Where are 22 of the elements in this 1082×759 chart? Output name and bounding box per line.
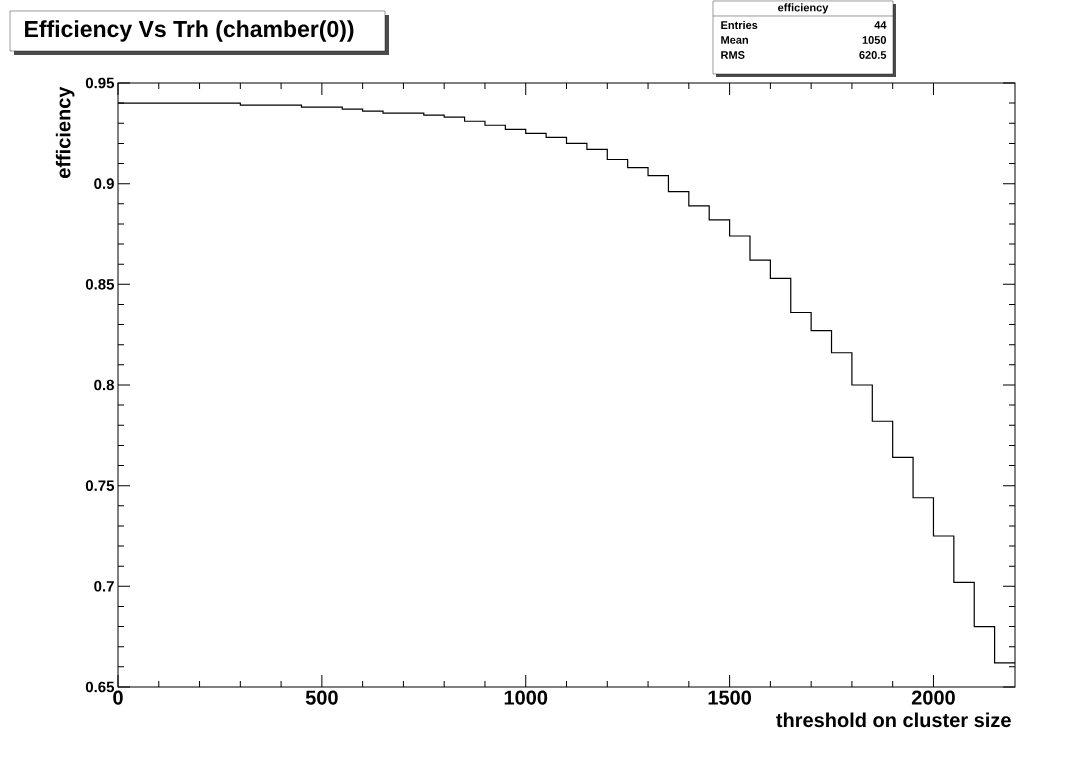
y-tick-label: 0.8 xyxy=(94,379,114,391)
x-tick-label: 0 xyxy=(113,690,123,705)
y-tick-label: 0.9 xyxy=(94,178,114,189)
x-tick-label: 500 xyxy=(305,690,338,705)
text: 620.5 xyxy=(859,51,887,59)
y-tick-label: 0.85 xyxy=(85,279,115,290)
text: RMS xyxy=(721,51,745,59)
text: 1050 xyxy=(862,36,887,44)
chart-title: Efficiency Vs Trh (chamber(0)) xyxy=(25,20,354,42)
text: efficiency xyxy=(778,3,829,14)
y-tick-label: 0.7 xyxy=(94,581,114,592)
x-tick-label: 1000 xyxy=(504,690,548,705)
y-tick-label: 0.75 xyxy=(85,480,115,491)
text: Entries xyxy=(721,20,758,30)
text: Mean xyxy=(721,36,748,44)
x-tick-label: 1500 xyxy=(708,690,752,705)
y-tick-label: 0.65 xyxy=(85,681,115,693)
x-axis-title: threshold on cluster size xyxy=(776,712,1011,728)
x-tick-label: 2000 xyxy=(911,690,955,705)
y-tick-label: 0.95 xyxy=(85,77,115,89)
y-axis-title: efficiency xyxy=(55,86,75,178)
text: 44 xyxy=(874,21,887,29)
